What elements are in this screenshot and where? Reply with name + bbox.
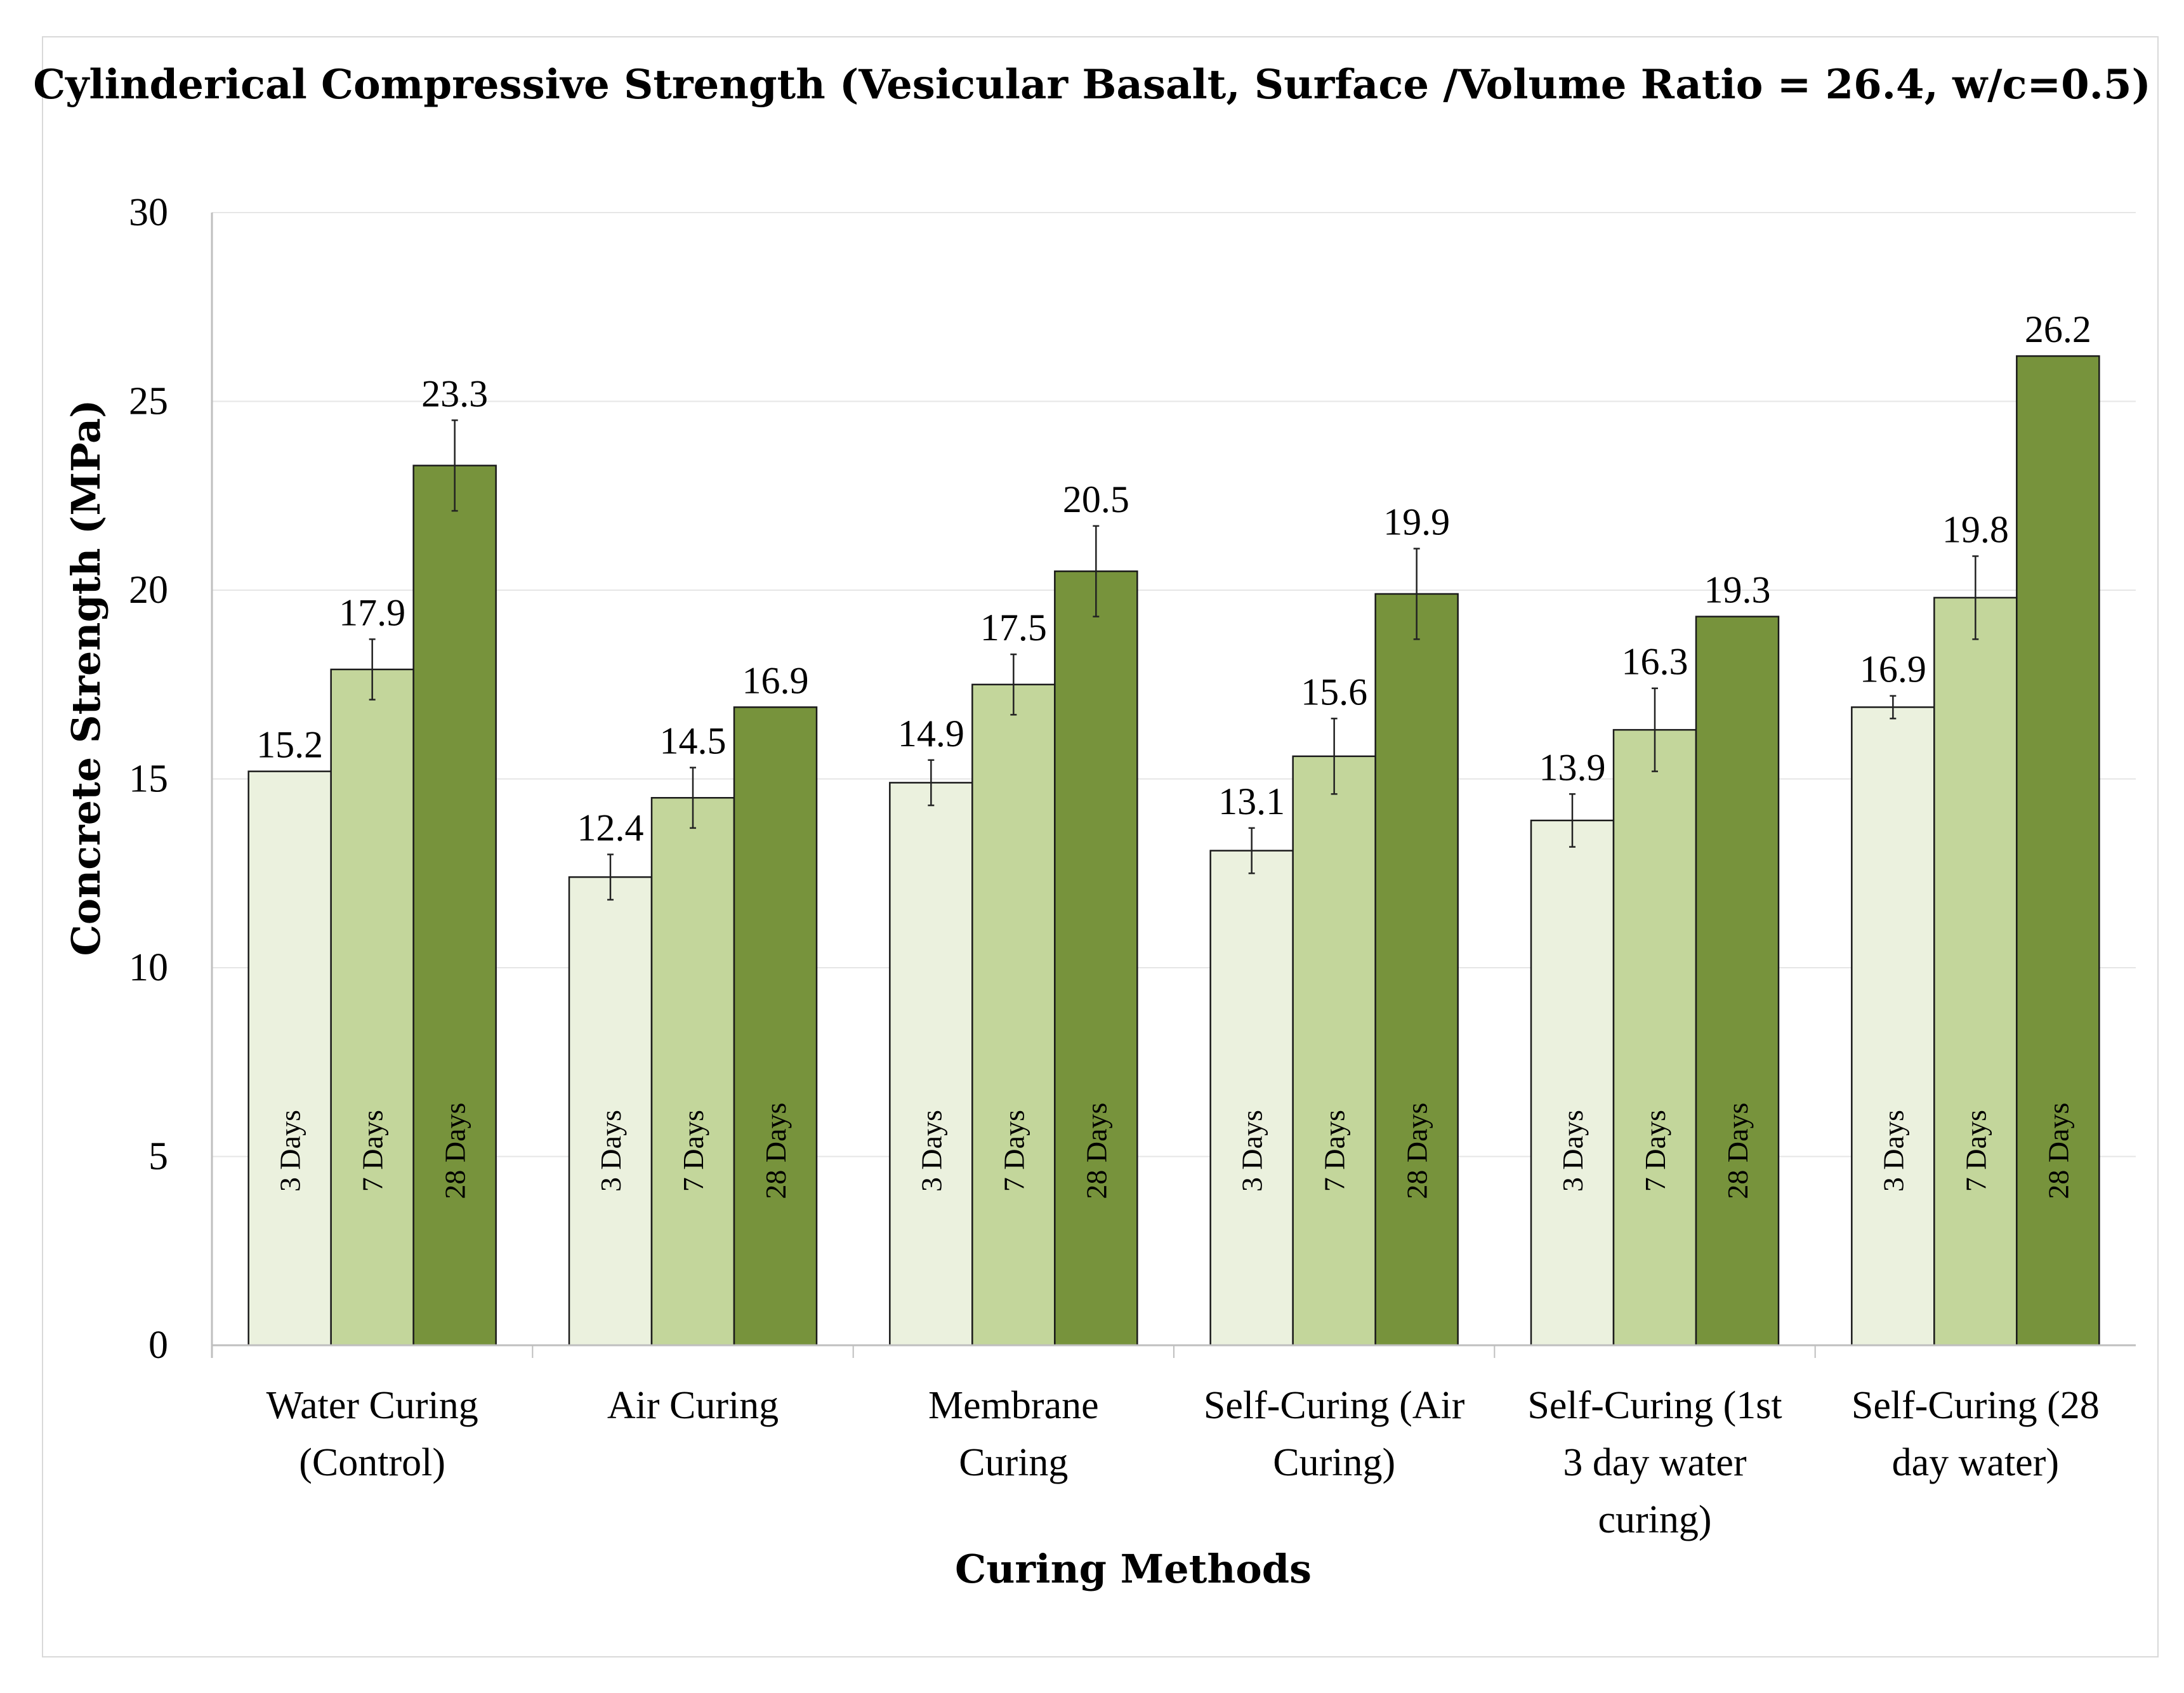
series-label-in-bar: 7 Days bbox=[997, 1110, 1030, 1192]
gridlines bbox=[212, 212, 2136, 1157]
bar bbox=[1851, 706, 1935, 1347]
bar bbox=[412, 464, 497, 1347]
x-category-label-line: (Control) bbox=[299, 1441, 445, 1484]
data-label: 15.6 bbox=[1301, 671, 1367, 713]
x-category-label-line: Self-Curing (1st bbox=[1527, 1384, 1782, 1427]
bar bbox=[1374, 593, 1459, 1347]
series-label-in-bar: 7 Days bbox=[357, 1110, 389, 1192]
y-axis-title: Concrete Strength (MPa) bbox=[63, 400, 109, 956]
series-label-in-bar: 7 Days bbox=[677, 1110, 709, 1192]
bars: 15.2 3 Days 17.9 7 Days 23.3 28 Days 12.4 3 Day… bbox=[247, 308, 2100, 1347]
data-label: 17.9 bbox=[339, 591, 405, 633]
data-label: 17.5 bbox=[980, 607, 1047, 649]
data-label: 16.3 bbox=[1622, 641, 1688, 683]
data-label: 23.3 bbox=[421, 372, 488, 414]
x-category-label-line: Membrane bbox=[928, 1384, 1099, 1427]
data-label: 20.5 bbox=[1063, 478, 1129, 520]
series-label-in-bar: 3 Days bbox=[595, 1110, 627, 1192]
bar bbox=[1292, 755, 1376, 1347]
axes bbox=[211, 213, 2136, 1358]
x-category-label-line: Curing bbox=[959, 1441, 1068, 1484]
data-label: 13.9 bbox=[1539, 746, 1606, 788]
data-label: 19.3 bbox=[1704, 569, 1771, 611]
series-label-in-bar: 3 Days bbox=[1556, 1110, 1589, 1192]
bar bbox=[650, 797, 735, 1347]
x-category-label: Air Curing bbox=[607, 1384, 779, 1427]
series-label-in-bar: 28 Days bbox=[1721, 1103, 1754, 1199]
x-category-label-line: curing) bbox=[1598, 1498, 1711, 1541]
data-label: 12.4 bbox=[577, 807, 644, 849]
bar bbox=[733, 706, 818, 1347]
series-label-in-bar: 3 Days bbox=[915, 1110, 947, 1192]
data-label: 13.1 bbox=[1218, 781, 1285, 822]
bar bbox=[1054, 570, 1138, 1347]
x-category-label-line: 3 day water bbox=[1563, 1441, 1747, 1484]
y-tick-label: 10 bbox=[129, 946, 168, 989]
y-tick-labels: 0 5 10 15 20 25 30 bbox=[129, 191, 168, 1367]
series-label-in-bar: 28 Days bbox=[1080, 1103, 1112, 1199]
bar bbox=[1933, 596, 2018, 1347]
bar bbox=[971, 683, 1056, 1347]
x-category-labels: Water Curing (Control) Air Curing Membrane C… bbox=[266, 1384, 2100, 1541]
bar bbox=[330, 668, 414, 1347]
bar bbox=[1530, 819, 1615, 1347]
x-category-label: Water Curing (Control) bbox=[266, 1384, 478, 1484]
chart-title: Cylinderical Compressive Strength (Vesic… bbox=[33, 61, 2151, 109]
data-label: 19.8 bbox=[1942, 508, 2009, 550]
x-category-label: Self-Curing (1st 3 day water curing) bbox=[1527, 1384, 1782, 1541]
series-label-in-bar: 7 Days bbox=[1959, 1110, 1992, 1192]
data-label: 14.9 bbox=[898, 713, 964, 754]
x-category-label-line: Self-Curing (28 bbox=[1852, 1384, 2100, 1427]
series-label-in-bar: 28 Days bbox=[760, 1103, 792, 1199]
data-label: 15.2 bbox=[256, 724, 323, 766]
bar bbox=[568, 876, 653, 1347]
y-tick-label: 25 bbox=[129, 380, 168, 423]
x-category-label: Self-Curing (Air Curing) bbox=[1204, 1384, 1465, 1484]
bar bbox=[247, 770, 332, 1347]
series-label-in-bar: 28 Days bbox=[2042, 1103, 2074, 1199]
y-tick-label: 5 bbox=[148, 1135, 168, 1178]
x-category-label-line: Curing) bbox=[1273, 1441, 1395, 1484]
x-category-label: Self-Curing (28 day water) bbox=[1852, 1384, 2100, 1484]
data-label: 16.9 bbox=[742, 659, 809, 701]
y-tick-label: 0 bbox=[148, 1324, 168, 1367]
data-label: 16.9 bbox=[1860, 649, 1926, 690]
y-tick-label: 30 bbox=[129, 191, 168, 234]
bar bbox=[889, 782, 973, 1347]
x-category-label-line: Self-Curing (Air bbox=[1204, 1384, 1465, 1427]
x-category-label-line: Water Curing bbox=[266, 1384, 478, 1427]
series-label-in-bar: 3 Days bbox=[1877, 1110, 1909, 1192]
data-label: 14.5 bbox=[660, 720, 727, 762]
data-label: 19.9 bbox=[1383, 501, 1450, 543]
series-label-in-bar: 3 Days bbox=[1236, 1110, 1268, 1192]
x-axis-title: Curing Methods bbox=[955, 1546, 1312, 1592]
y-tick-label: 15 bbox=[129, 758, 168, 801]
x-category-label-line: day water) bbox=[1892, 1441, 2059, 1484]
data-label: 26.2 bbox=[2025, 308, 2091, 350]
y-tick-label: 20 bbox=[129, 569, 168, 612]
series-label-in-bar: 7 Days bbox=[1639, 1110, 1671, 1192]
series-label-in-bar: 28 Days bbox=[439, 1103, 471, 1199]
x-category-label: Membrane Curing bbox=[928, 1384, 1099, 1484]
bar bbox=[2016, 355, 2100, 1347]
series-label-in-bar: 3 Days bbox=[274, 1110, 306, 1192]
series-label-in-bar: 28 Days bbox=[1401, 1103, 1433, 1199]
bar bbox=[1612, 728, 1697, 1347]
bar bbox=[1695, 616, 1780, 1347]
x-category-label-line: Air Curing bbox=[607, 1384, 779, 1427]
series-label-in-bar: 7 Days bbox=[1319, 1110, 1351, 1192]
bar bbox=[1209, 850, 1294, 1347]
